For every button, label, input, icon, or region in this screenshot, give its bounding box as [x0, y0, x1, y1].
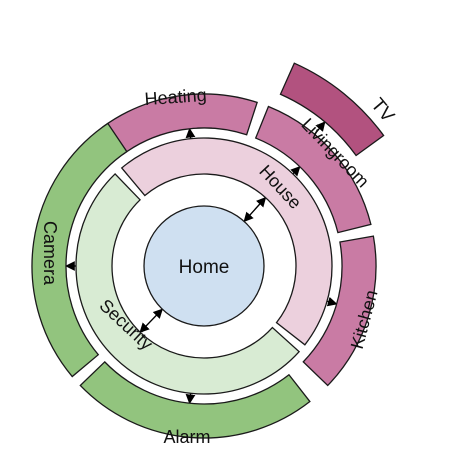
arrow-house-heating	[185, 127, 196, 139]
center-node-home[interactable]	[143, 205, 265, 327]
label-heating: Heating	[144, 85, 207, 109]
segment-camera[interactable]	[31, 122, 128, 378]
segment-house[interactable]	[120, 137, 333, 346]
label-camera: Camera	[40, 221, 60, 286]
arrow-livingroom-tv	[314, 121, 326, 135]
segment-kitchen[interactable]	[302, 235, 377, 387]
segment-security[interactable]	[75, 173, 301, 395]
segment-alarm[interactable]	[79, 360, 311, 439]
arrow-home-house	[243, 196, 267, 223]
segment-heating[interactable]	[101, 93, 258, 156]
arrow-house-kitchen	[326, 296, 338, 307]
arrow-house-livingroom	[290, 166, 301, 177]
label-alarm: Alarm	[163, 427, 210, 447]
arrow-security-alarm	[185, 393, 196, 405]
segment-tv[interactable]	[279, 62, 385, 157]
connector-arrows	[65, 121, 338, 405]
center-label: Home	[179, 257, 230, 278]
arrow-home-security	[139, 308, 164, 333]
segment-livingroom[interactable]	[254, 105, 372, 234]
